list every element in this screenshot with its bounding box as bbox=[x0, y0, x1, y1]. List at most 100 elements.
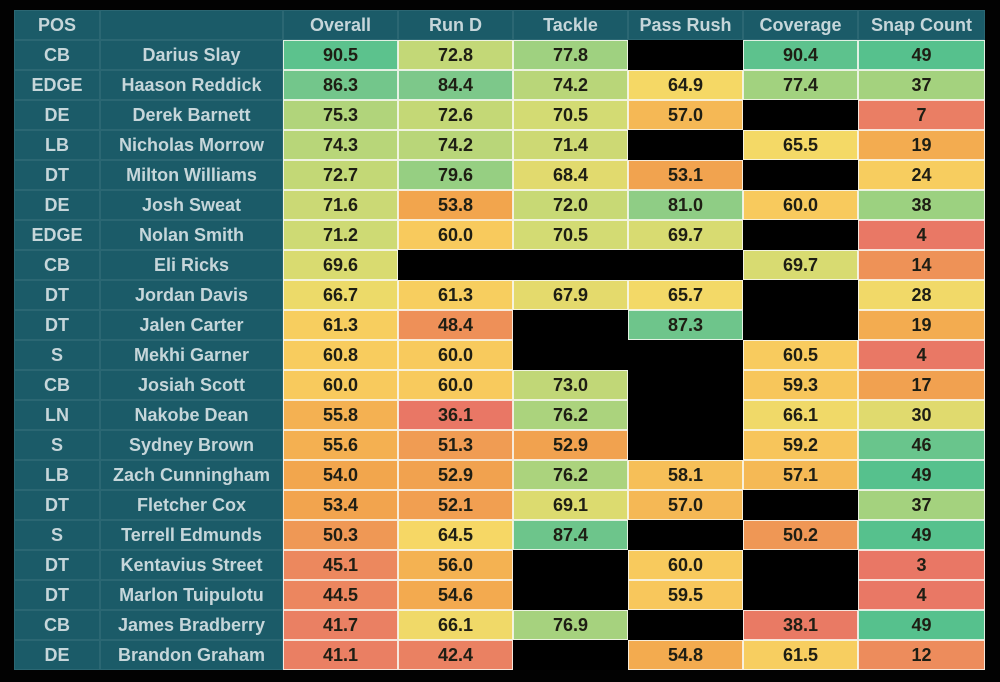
snap-count-cell: 19 bbox=[858, 310, 985, 340]
player-name-cell: Zach Cunningham bbox=[100, 460, 283, 490]
pos-cell: S bbox=[14, 340, 100, 370]
header-row: POS Overall Run D Tackle Pass Rush Cover… bbox=[14, 10, 985, 40]
coverage-cell: 60.0 bbox=[743, 190, 858, 220]
player-name-cell: Sydney Brown bbox=[100, 430, 283, 460]
pass-rush-cell bbox=[628, 430, 743, 460]
table-row: S Terrell Edmunds 50.3 64.5 87.4 50.2 49 bbox=[14, 520, 985, 550]
player-name-cell: Terrell Edmunds bbox=[100, 520, 283, 550]
tackle-cell bbox=[513, 580, 628, 610]
tackle-cell bbox=[513, 340, 628, 370]
player-name-cell: Mekhi Garner bbox=[100, 340, 283, 370]
coverage-cell: 61.5 bbox=[743, 640, 858, 670]
overall-cell: 71.2 bbox=[283, 220, 398, 250]
overall-cell: 55.8 bbox=[283, 400, 398, 430]
overall-cell: 90.5 bbox=[283, 40, 398, 70]
run-d-cell: 72.8 bbox=[398, 40, 513, 70]
coverage-cell: 59.2 bbox=[743, 430, 858, 460]
run-d-cell: 74.2 bbox=[398, 130, 513, 160]
overall-cell: 45.1 bbox=[283, 550, 398, 580]
snap-count-cell: 4 bbox=[858, 340, 985, 370]
overall-cell: 66.7 bbox=[283, 280, 398, 310]
overall-cell: 44.5 bbox=[283, 580, 398, 610]
snap-count-cell: 14 bbox=[858, 250, 985, 280]
tackle-cell: 76.9 bbox=[513, 610, 628, 640]
run-d-cell: 54.6 bbox=[398, 580, 513, 610]
pos-cell: DE bbox=[14, 100, 100, 130]
snap-count-cell: 3 bbox=[858, 550, 985, 580]
snap-count-cell: 37 bbox=[858, 490, 985, 520]
pos-cell: DT bbox=[14, 550, 100, 580]
snap-count-cell: 49 bbox=[858, 460, 985, 490]
pass-rush-cell bbox=[628, 130, 743, 160]
table-row: DT Jordan Davis 66.7 61.3 67.9 65.7 28 bbox=[14, 280, 985, 310]
player-name-cell: Eli Ricks bbox=[100, 250, 283, 280]
pass-rush-cell bbox=[628, 340, 743, 370]
pass-rush-cell: 64.9 bbox=[628, 70, 743, 100]
tackle-cell: 77.8 bbox=[513, 40, 628, 70]
pos-cell: LB bbox=[14, 460, 100, 490]
player-name-cell: Haason Reddick bbox=[100, 70, 283, 100]
pos-cell: CB bbox=[14, 250, 100, 280]
table-row: DT Fletcher Cox 53.4 52.1 69.1 57.0 37 bbox=[14, 490, 985, 520]
pos-cell: DT bbox=[14, 310, 100, 340]
coverage-cell bbox=[743, 220, 858, 250]
table-row: LN Nakobe Dean 55.8 36.1 76.2 66.1 30 bbox=[14, 400, 985, 430]
snap-count-cell: 4 bbox=[858, 580, 985, 610]
run-d-cell: 56.0 bbox=[398, 550, 513, 580]
pos-cell: DT bbox=[14, 580, 100, 610]
run-d-cell: 64.5 bbox=[398, 520, 513, 550]
defense-grades-graphic: POS Overall Run D Tackle Pass Rush Cover… bbox=[14, 10, 985, 670]
player-name-cell: Brandon Graham bbox=[100, 640, 283, 670]
snap-count-cell: 24 bbox=[858, 160, 985, 190]
coverage-cell bbox=[743, 550, 858, 580]
snap-count-cell: 49 bbox=[858, 520, 985, 550]
header-snap-count: Snap Count bbox=[858, 10, 985, 40]
overall-cell: 86.3 bbox=[283, 70, 398, 100]
player-name-cell: Fletcher Cox bbox=[100, 490, 283, 520]
pass-rush-cell: 87.3 bbox=[628, 310, 743, 340]
tackle-cell bbox=[513, 310, 628, 340]
coverage-cell bbox=[743, 490, 858, 520]
coverage-cell: 90.4 bbox=[743, 40, 858, 70]
tackle-cell: 70.5 bbox=[513, 220, 628, 250]
tackle-cell bbox=[513, 640, 628, 670]
player-name-cell: Milton Williams bbox=[100, 160, 283, 190]
player-name-cell: Josiah Scott bbox=[100, 370, 283, 400]
tackle-cell: 76.2 bbox=[513, 460, 628, 490]
pass-rush-cell bbox=[628, 520, 743, 550]
header-pass-rush: Pass Rush bbox=[628, 10, 743, 40]
overall-cell: 50.3 bbox=[283, 520, 398, 550]
table-row: DT Milton Williams 72.7 79.6 68.4 53.1 24 bbox=[14, 160, 985, 190]
pass-rush-cell: 69.7 bbox=[628, 220, 743, 250]
pass-rush-cell: 60.0 bbox=[628, 550, 743, 580]
run-d-cell: 60.0 bbox=[398, 220, 513, 250]
header-tackle: Tackle bbox=[513, 10, 628, 40]
pos-cell: LB bbox=[14, 130, 100, 160]
pass-rush-cell: 81.0 bbox=[628, 190, 743, 220]
coverage-cell bbox=[743, 100, 858, 130]
run-d-cell: 36.1 bbox=[398, 400, 513, 430]
snap-count-cell: 19 bbox=[858, 130, 985, 160]
overall-cell: 55.6 bbox=[283, 430, 398, 460]
overall-cell: 71.6 bbox=[283, 190, 398, 220]
table-row: CB Josiah Scott 60.0 60.0 73.0 59.3 17 bbox=[14, 370, 985, 400]
player-name-cell: Josh Sweat bbox=[100, 190, 283, 220]
run-d-cell: 66.1 bbox=[398, 610, 513, 640]
run-d-cell: 72.6 bbox=[398, 100, 513, 130]
player-name-cell: Jordan Davis bbox=[100, 280, 283, 310]
tackle-cell: 68.4 bbox=[513, 160, 628, 190]
pass-rush-cell bbox=[628, 400, 743, 430]
pass-rush-cell bbox=[628, 250, 743, 280]
snap-count-cell: 4 bbox=[858, 220, 985, 250]
pos-cell: S bbox=[14, 430, 100, 460]
tackle-cell: 74.2 bbox=[513, 70, 628, 100]
header-run-d: Run D bbox=[398, 10, 513, 40]
run-d-cell: 61.3 bbox=[398, 280, 513, 310]
coverage-cell: 77.4 bbox=[743, 70, 858, 100]
pos-cell: CB bbox=[14, 370, 100, 400]
snap-count-cell: 30 bbox=[858, 400, 985, 430]
overall-cell: 61.3 bbox=[283, 310, 398, 340]
player-name-cell: Nakobe Dean bbox=[100, 400, 283, 430]
snap-count-cell: 46 bbox=[858, 430, 985, 460]
table-row: S Sydney Brown 55.6 51.3 52.9 59.2 46 bbox=[14, 430, 985, 460]
